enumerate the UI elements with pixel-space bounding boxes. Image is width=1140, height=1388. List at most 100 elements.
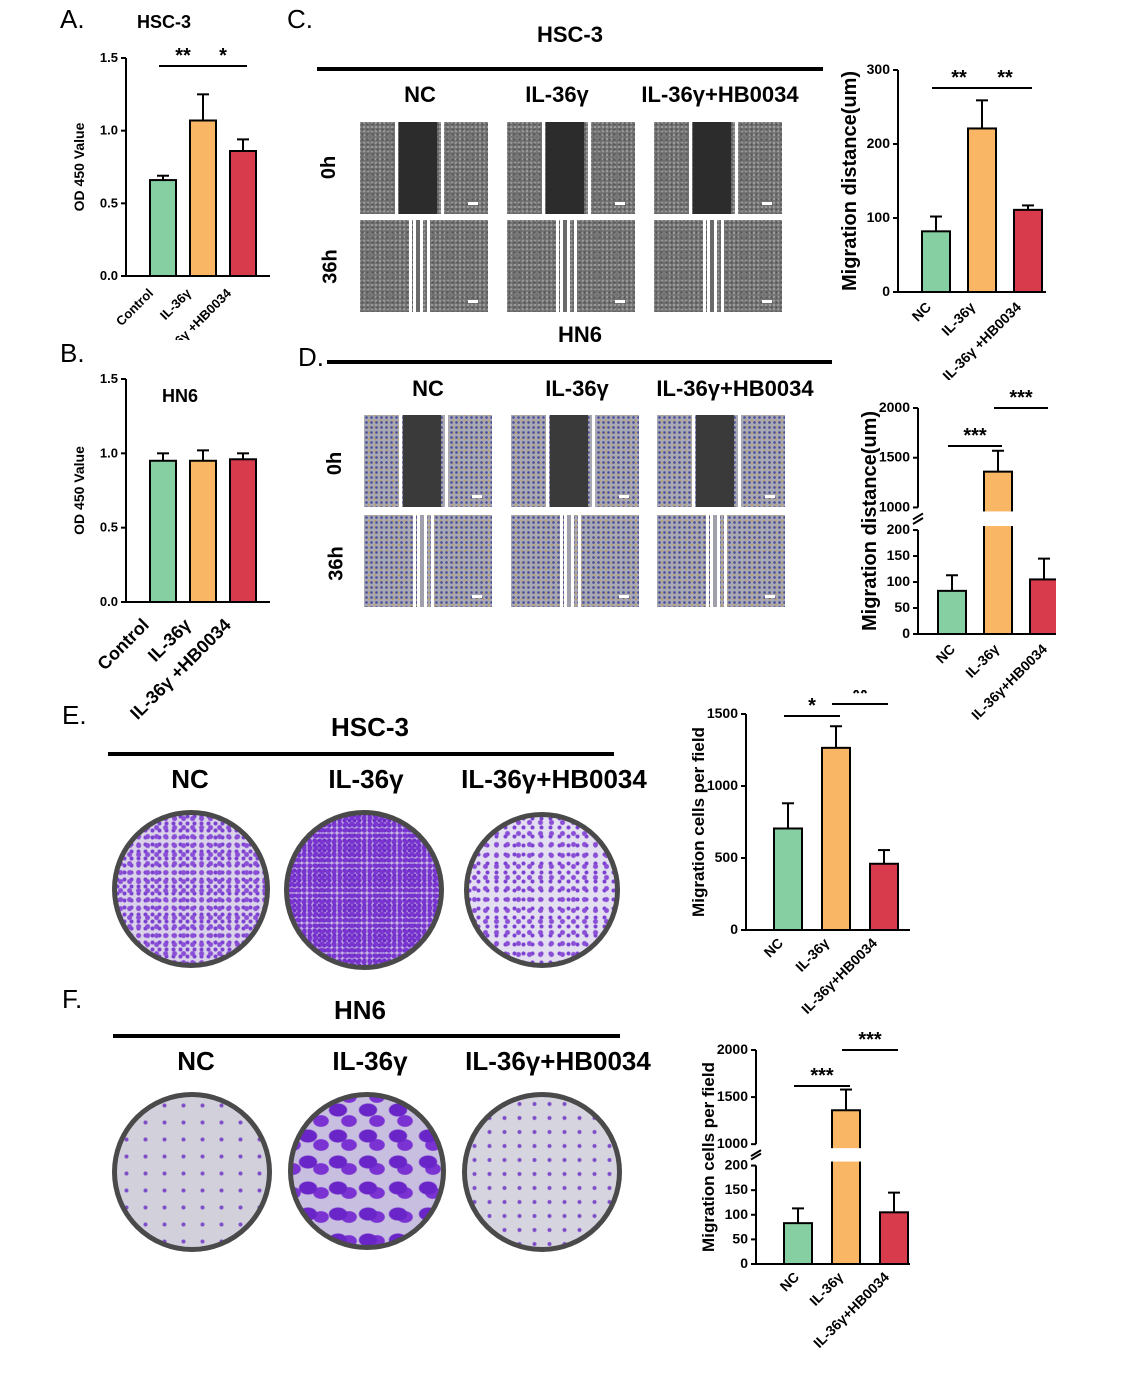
chart-b: 0.00.51.01.5OD 450 ValueHN6ControlIL-36γ… bbox=[71, 371, 270, 723]
panel-f-group-il36: IL-36γ bbox=[332, 1046, 408, 1076]
tile-split-line bbox=[574, 220, 577, 312]
wound-tile-d-nc-0h bbox=[364, 415, 492, 507]
chart-e: 0 500 1000 1500 Migration cells per field NC I… bbox=[689, 690, 910, 1017]
significance-label: ** bbox=[852, 690, 868, 705]
category-label: NC bbox=[932, 641, 958, 667]
significance-label: *** bbox=[963, 425, 987, 447]
panel-d-divider bbox=[327, 360, 832, 364]
panel-c-group-hb: IL-36γ+HB0034 bbox=[641, 82, 799, 107]
tile-split-line bbox=[546, 415, 549, 507]
panel-e-group-hb: IL-36γ+HB0034 bbox=[461, 764, 647, 794]
bar-0 bbox=[773, 827, 803, 931]
category-label: IL-36γ bbox=[938, 299, 978, 339]
panel-letter-f: F. bbox=[62, 984, 83, 1014]
y-tick-label: 50 bbox=[732, 1230, 748, 1246]
y-tick-label: 0.0 bbox=[100, 594, 118, 609]
bar-break-gap bbox=[829, 1148, 863, 1162]
panel-d-title: HN6 bbox=[557, 322, 602, 347]
tile-split-line bbox=[724, 515, 727, 607]
tile-split-line bbox=[721, 220, 724, 312]
axis-break-mark bbox=[750, 1152, 762, 1161]
panel-c-row-0h: 0h bbox=[318, 155, 341, 180]
category-label: NC bbox=[908, 299, 934, 325]
y-tick-label: 2000 bbox=[717, 1041, 748, 1057]
panel-letter-d: D. bbox=[298, 342, 324, 372]
y-axis-label: Migration distance(um) bbox=[839, 71, 861, 291]
y-tick-label: 100 bbox=[725, 1206, 749, 1222]
panel-f-group-nc: NC bbox=[177, 1046, 215, 1076]
significance-label: ** bbox=[951, 67, 967, 89]
bar-0 bbox=[149, 179, 177, 277]
chart-f: 0 50 100 150 200 1000 1500 2000 Migration cells … bbox=[699, 1030, 910, 1351]
wound-tile-d-hb-0h bbox=[657, 415, 785, 507]
y-tick-label: 1.5 bbox=[100, 50, 118, 65]
wound-gap bbox=[413, 220, 423, 312]
category-label: IL-36γ bbox=[792, 935, 832, 975]
bar-2 bbox=[1013, 208, 1043, 293]
panel-d-row-36h: 36h bbox=[325, 546, 348, 581]
axis-break-mark bbox=[912, 517, 924, 525]
bar-break-gap bbox=[981, 511, 1015, 527]
y-tick-label: 300 bbox=[867, 61, 891, 77]
y-tick-label: 150 bbox=[725, 1181, 749, 1197]
category-label: IL-36γ +HB0034 bbox=[939, 299, 1024, 380]
bar-2 bbox=[879, 1211, 909, 1265]
scale-bar bbox=[619, 495, 629, 498]
scale-bar bbox=[765, 595, 775, 598]
panel-d-group-il36: IL-36γ bbox=[545, 376, 609, 401]
transwell-dish-e-nc bbox=[112, 810, 270, 968]
panel-d-row-0h: 0h bbox=[324, 451, 347, 476]
significance-label: *** bbox=[810, 1065, 834, 1087]
category-label: IL-36γ bbox=[806, 1269, 846, 1309]
bar-0 bbox=[783, 1222, 813, 1265]
y-tick-label: 200 bbox=[725, 1157, 749, 1173]
y-tick-label: 0.5 bbox=[100, 195, 118, 210]
scale-bar bbox=[615, 300, 625, 303]
axis-break-mark bbox=[912, 512, 924, 521]
panel-c-row-36h: 36h bbox=[319, 249, 342, 284]
scale-bar bbox=[762, 202, 772, 205]
tile-split-line bbox=[692, 415, 695, 507]
tile-split-line bbox=[399, 415, 402, 507]
y-tick-label: 1.0 bbox=[100, 123, 118, 138]
panel-f-group-hb: IL-36γ+HB0034 bbox=[465, 1046, 651, 1076]
wound-tile-d-nc-36h bbox=[364, 515, 492, 607]
tile-split-line bbox=[441, 122, 444, 214]
bar-2 bbox=[229, 150, 257, 277]
panel-f-divider bbox=[113, 1034, 620, 1038]
significance-label: *** bbox=[858, 1030, 882, 1051]
chart-title: HSC-3 bbox=[137, 12, 191, 32]
tile-split-line bbox=[556, 220, 559, 312]
tile-split-line bbox=[427, 220, 430, 312]
transwell-dish-e-il36 bbox=[284, 810, 444, 970]
bar-0 bbox=[921, 230, 951, 294]
wound-tile-d-il36-0h bbox=[511, 415, 639, 507]
panel-f-title: HN6 bbox=[333, 995, 386, 1025]
wound-gap bbox=[710, 515, 720, 607]
chart-c: 0 100 200 300 Migration distance(um) NC IL-36γ… bbox=[839, 61, 1046, 380]
y-tick-label: 0 bbox=[902, 625, 910, 641]
wound-tile-d-il36-36h bbox=[511, 515, 639, 607]
wound-tile-c-hb-36h bbox=[654, 220, 782, 312]
scale-bar bbox=[472, 595, 482, 598]
scale-bar bbox=[615, 202, 625, 205]
tile-split-line bbox=[431, 515, 434, 607]
wound-gap bbox=[399, 122, 437, 214]
panel-e-divider bbox=[108, 752, 614, 756]
y-tick-label: 0 bbox=[740, 1255, 748, 1271]
category-label: IL-36γ bbox=[157, 285, 195, 323]
chart-title: HN6 bbox=[162, 386, 198, 406]
significance-label: ** bbox=[997, 67, 1013, 89]
significance-label: * bbox=[219, 45, 227, 67]
wound-gap bbox=[693, 122, 731, 214]
category-label: Control bbox=[113, 286, 156, 329]
y-tick-label: 0.0 bbox=[100, 268, 118, 283]
significance-label: ** bbox=[175, 45, 191, 67]
y-tick-label: 2000 bbox=[879, 399, 910, 415]
tile-split-line bbox=[578, 515, 581, 607]
y-tick-label: 1000 bbox=[717, 1135, 748, 1151]
wound-tile-c-hb-0h bbox=[654, 122, 782, 214]
y-tick-label: 100 bbox=[887, 573, 911, 589]
wound-tile-d-hb-36h bbox=[657, 515, 785, 607]
chart-a: 0.0 0.5 1.0 1.5 OD 450 Value HSC-3 Control IL-3… bbox=[71, 12, 270, 340]
